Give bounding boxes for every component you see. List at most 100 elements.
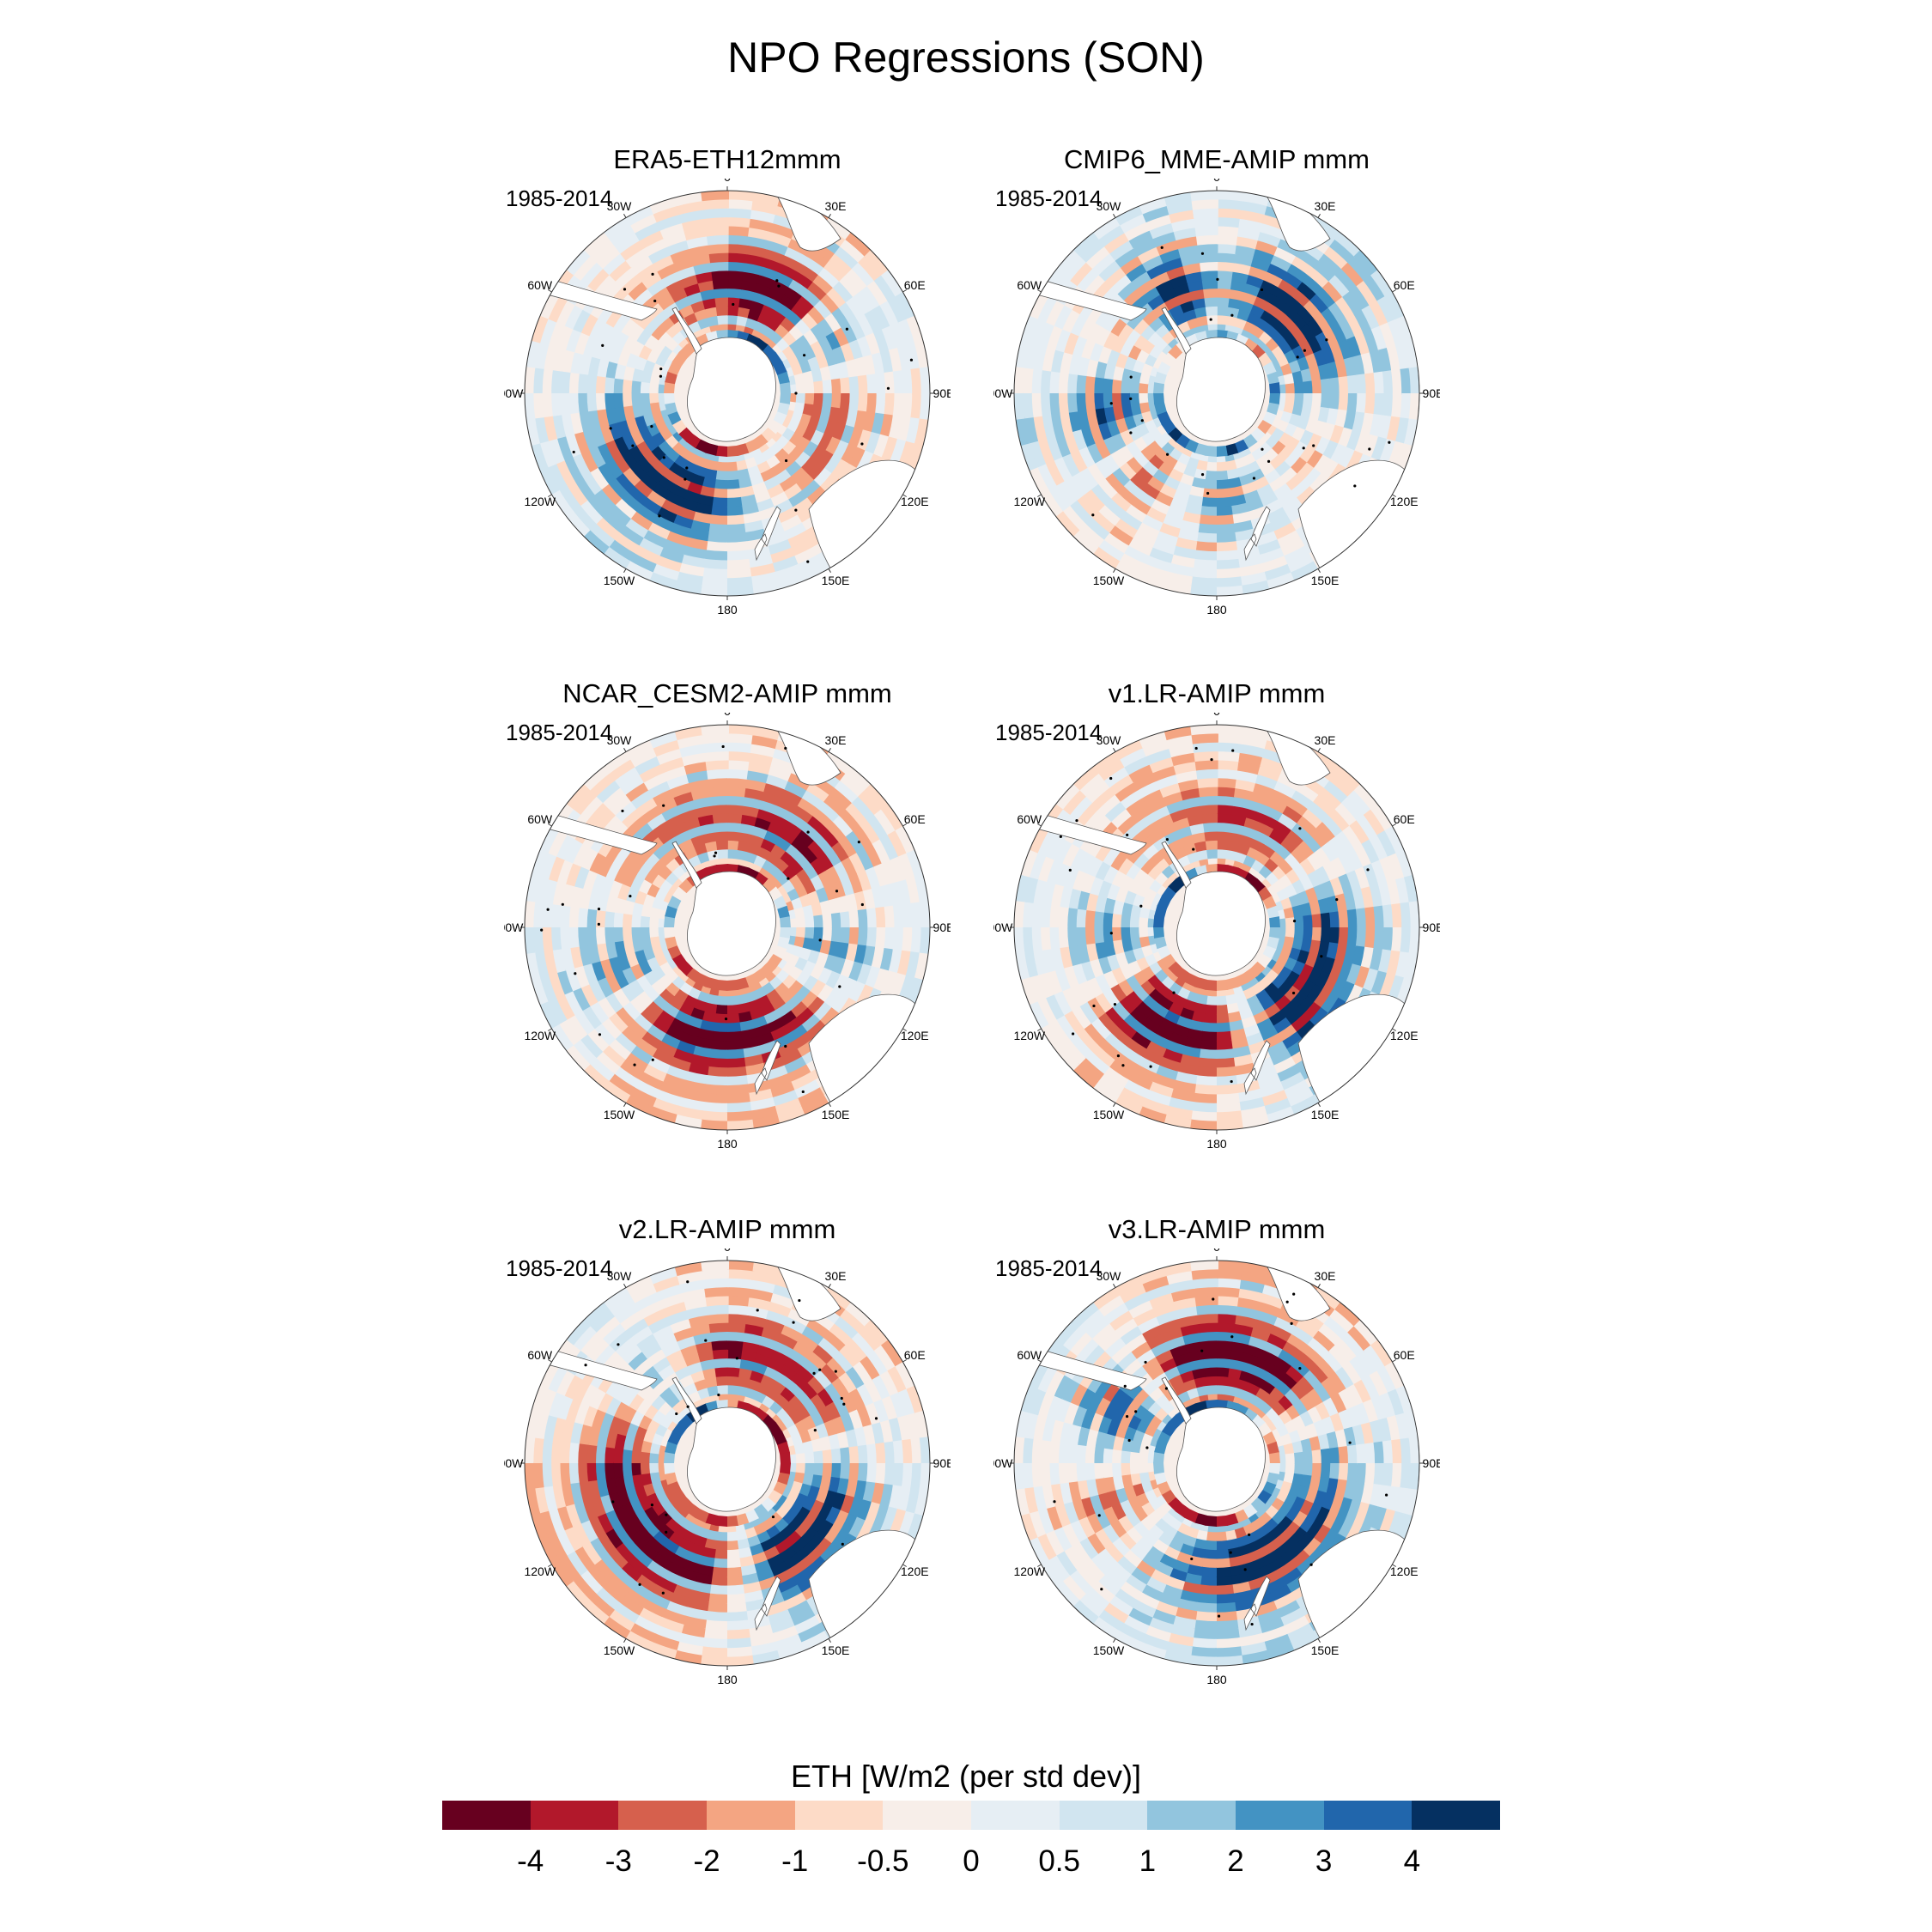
field-cell (525, 1461, 536, 1490)
field-cell (727, 1304, 750, 1315)
field-cell (661, 805, 682, 822)
field-cell (776, 507, 798, 525)
field-cell (783, 1056, 807, 1075)
field-cell (705, 1611, 727, 1622)
field-cell (848, 447, 866, 470)
field-cell (1184, 805, 1203, 818)
field-cell (889, 973, 907, 1000)
field-cell (547, 295, 568, 323)
field-cell (1115, 781, 1139, 802)
field-cell (696, 494, 714, 507)
field-cell (714, 296, 728, 307)
field-cell (1214, 585, 1243, 596)
significance-dot (1230, 1079, 1233, 1084)
field-cell (1139, 730, 1169, 749)
field-cell (1291, 1326, 1315, 1346)
field-cell (648, 927, 659, 938)
lon-label: 30E (825, 1269, 847, 1283)
field-cell (806, 1020, 827, 1040)
field-cell (1321, 307, 1340, 329)
field-cell (1036, 462, 1057, 491)
field-cell (641, 529, 667, 549)
field-cell (1387, 853, 1406, 882)
field-cell (641, 1340, 663, 1359)
field-cell (853, 291, 873, 316)
significance-dot (784, 1044, 787, 1048)
field-cell (604, 1446, 616, 1463)
lon-tick (548, 289, 552, 293)
field-cell (1313, 751, 1342, 775)
lon-label: 150W (604, 574, 635, 587)
field-cell (1022, 392, 1034, 419)
field-cell (1103, 1475, 1116, 1493)
field-cell (791, 363, 804, 376)
field-cell (881, 970, 898, 997)
field-cell (675, 506, 696, 521)
field-cell (1195, 532, 1217, 544)
field-cell (582, 1599, 610, 1625)
field-cell (756, 847, 772, 860)
field-cell (1364, 1442, 1376, 1465)
field-cell (1133, 435, 1148, 453)
field-cell (769, 1081, 795, 1098)
field-cell (636, 846, 654, 864)
field-cell (1125, 1333, 1148, 1352)
field-cell (622, 392, 633, 407)
field-cell (1109, 449, 1127, 469)
field-cell (1283, 1443, 1295, 1455)
field-cell (845, 1302, 872, 1327)
field-cell (1297, 815, 1317, 835)
field-cell (769, 491, 789, 507)
field-cell (566, 1318, 592, 1346)
lon-tick (623, 1103, 627, 1107)
field-cell (1071, 471, 1091, 495)
field-cell (1068, 499, 1093, 525)
field-cell (1157, 945, 1171, 959)
field-cell (1206, 1384, 1218, 1395)
field-cell (1303, 914, 1314, 928)
field-cell (800, 991, 818, 1009)
field-cell (1217, 769, 1239, 780)
field-cell (572, 986, 591, 1012)
field-cell (693, 999, 708, 1012)
field-cell (1217, 243, 1238, 255)
field-cell (595, 908, 606, 927)
field-cell (690, 519, 711, 533)
field-cell (638, 425, 653, 442)
field-cell (1144, 1089, 1171, 1107)
field-cell (1215, 558, 1240, 570)
field-cell (525, 1435, 536, 1463)
field-cell (1285, 473, 1304, 492)
field-cell (1346, 848, 1364, 872)
field-cell (1265, 572, 1295, 591)
south-america-landmass (525, 806, 658, 855)
field-cell (568, 1441, 580, 1463)
field-cell (1291, 904, 1303, 918)
field-cell (1086, 855, 1104, 878)
field-cell (1154, 1600, 1179, 1617)
field-cell (1292, 1399, 1309, 1417)
field-cell (1299, 1394, 1316, 1412)
field-cell (774, 271, 794, 289)
field-cell (565, 1397, 582, 1423)
field-cell (1232, 796, 1253, 810)
field-cell (594, 807, 617, 831)
field-cell (1224, 459, 1237, 471)
field-cell (664, 1451, 676, 1463)
field-cell (760, 304, 776, 319)
field-cell (839, 393, 851, 410)
field-cell (539, 851, 557, 880)
field-cell (1090, 1017, 1112, 1040)
field-cell (1014, 391, 1025, 420)
field-cell (1394, 977, 1413, 1007)
field-cell (1215, 532, 1236, 544)
field-cell (806, 1556, 827, 1576)
field-cell (550, 368, 562, 393)
field-cell (593, 1022, 616, 1046)
field-cell (1384, 825, 1406, 855)
field-cell (779, 1364, 798, 1381)
field-cell (769, 1561, 789, 1577)
field-cell (813, 393, 824, 407)
field-cell (711, 1566, 727, 1577)
field-cell (793, 805, 814, 824)
